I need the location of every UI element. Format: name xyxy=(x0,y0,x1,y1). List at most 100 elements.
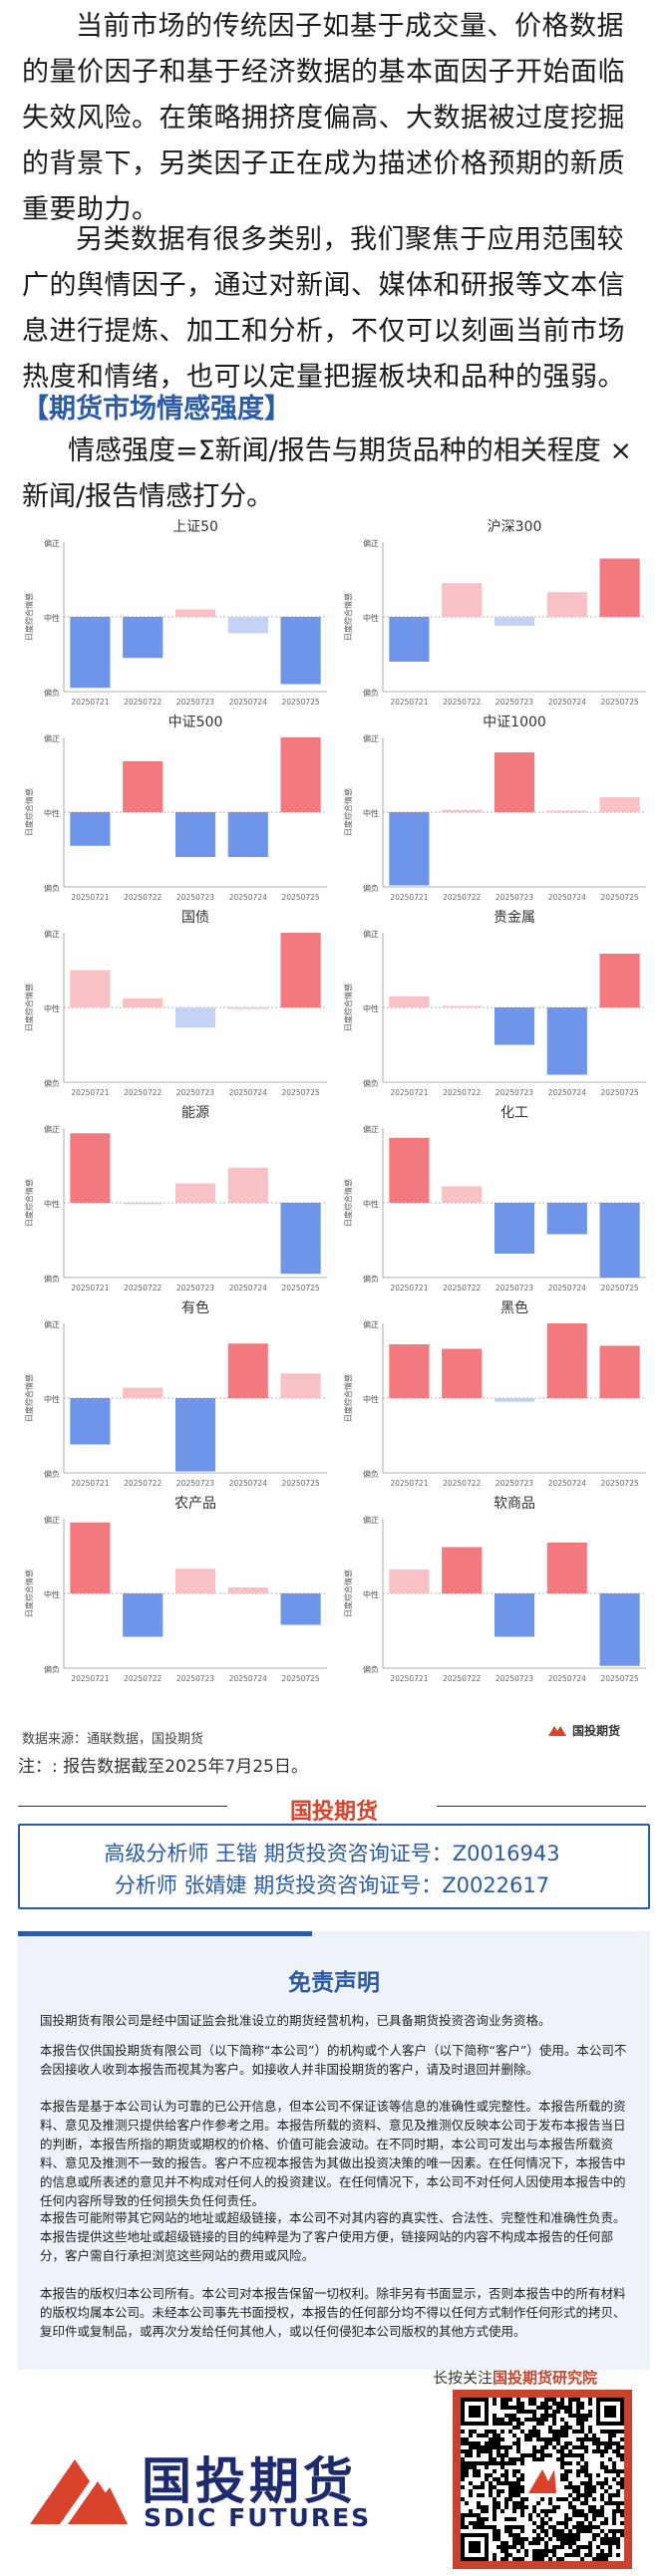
y-tick-label: 中性 xyxy=(363,1199,379,1209)
x-tick-label: 20250722 xyxy=(124,698,162,707)
qr-pattern-icon xyxy=(461,2398,624,2561)
x-tick-label: 20250722 xyxy=(124,1088,162,1097)
x-tick-label: 20250725 xyxy=(282,1284,320,1292)
bar-20250725 xyxy=(280,933,321,1007)
y-tick-label: 偏负 xyxy=(44,1274,60,1284)
qr-code[interactable] xyxy=(453,2390,632,2569)
x-tick-label: 20250724 xyxy=(229,1674,267,1683)
x-tick-label: 20250724 xyxy=(548,1479,586,1488)
bar-20250721 xyxy=(389,1344,430,1398)
x-tick-label: 20250722 xyxy=(124,1674,162,1683)
x-tick-label: 20250723 xyxy=(176,698,214,707)
x-tick-label: 20250723 xyxy=(176,1479,214,1488)
y-tick-label: 偏正 xyxy=(363,929,379,939)
x-tick-label: 20250721 xyxy=(390,1088,428,1097)
x-tick-label: 20250722 xyxy=(443,1088,481,1097)
follow-text: 长按关注国投期货研究院 xyxy=(433,2367,597,2388)
y-axis-label: 日度综合情感 xyxy=(343,788,353,836)
chart-title: 沪深300 xyxy=(488,519,542,535)
y-axis-label: 日度综合情感 xyxy=(343,1179,353,1227)
bar-20250722 xyxy=(123,761,164,812)
bar-20250725 xyxy=(599,954,640,1007)
y-tick-label: 偏正 xyxy=(363,538,379,548)
chart-3: 中证500 偏正 中性 偏负 日度综合情感 20250721 20250722 2025072… xyxy=(18,712,335,909)
bar-20250722 xyxy=(442,1547,483,1593)
y-tick-label: 偏负 xyxy=(363,1274,379,1284)
analyst-1: 高级分析师 王锴 期货投资咨询证号：Z0016943 xyxy=(104,1842,560,1865)
chart-title: 黑色 xyxy=(501,1299,528,1316)
x-tick-label: 20250725 xyxy=(282,1088,320,1097)
chart-title: 贵金属 xyxy=(494,910,535,926)
disclaimer-title: 免责声明 xyxy=(288,1970,380,1996)
chart-title: 软商品 xyxy=(494,1496,535,1512)
divider-left xyxy=(18,1806,227,1807)
x-tick-label: 20250721 xyxy=(390,893,428,902)
x-tick-label: 20250721 xyxy=(390,698,428,707)
x-tick-label: 20250723 xyxy=(496,1088,533,1097)
follow-name: 国投期货研究院 xyxy=(493,2369,598,2387)
chart-4: 中证1000 偏正 中性 偏负 日度综合情感 20250721 20250722 202507… xyxy=(337,712,654,909)
data-source: 数据来源：通联数据，国投期货 xyxy=(22,1732,204,1747)
bar-20250725 xyxy=(280,617,321,685)
bar-20250725 xyxy=(599,1345,640,1398)
x-tick-label: 20250723 xyxy=(496,1674,533,1683)
x-tick-label: 20250722 xyxy=(443,1674,481,1683)
disclaimer-p4: 本报告可能附带其它网站的地址或超级链接，本公司不对其内容的真实性、合法性、完整性… xyxy=(40,2210,626,2263)
bar-20250724 xyxy=(546,1203,587,1235)
y-axis-label: 日度综合情感 xyxy=(24,593,34,641)
x-tick-label: 20250721 xyxy=(71,1284,109,1292)
x-tick-label: 20250722 xyxy=(443,1284,481,1292)
y-tick-label: 偏负 xyxy=(44,1078,60,1088)
bar-20250725 xyxy=(599,1203,640,1278)
sdic-logo: 国投期货 SDIC FUTURES xyxy=(20,2439,439,2539)
y-tick-label: 中性 xyxy=(44,1003,60,1013)
chart-title: 农产品 xyxy=(174,1496,216,1512)
sdic-mark-icon xyxy=(548,1725,566,1736)
bar-20250724 xyxy=(546,1007,587,1075)
y-axis-label: 日度综合情感 xyxy=(343,593,353,641)
y-tick-label: 中性 xyxy=(363,1394,379,1404)
bar-20250721 xyxy=(70,617,111,689)
chart-title: 能源 xyxy=(181,1105,209,1121)
chart-12: 软商品 偏正 中性 偏负 日度综合情感 20250721 20250722 20250723 2… xyxy=(337,1493,654,1690)
disclaimer-p5: 本报告的版权归本公司所有。本公司对本报告保留一切权利。除非另有书面显示，否则本报… xyxy=(40,2286,626,2339)
y-axis-label: 日度综合情感 xyxy=(24,788,34,836)
chart-title: 国债 xyxy=(181,910,209,926)
chart-8: 化工 偏正 中性 偏负 日度综合情感 20250721 20250722 20250723 20… xyxy=(337,1102,654,1299)
y-tick-label: 偏负 xyxy=(363,883,379,893)
x-tick-label: 20250723 xyxy=(496,1479,533,1488)
bar-20250725 xyxy=(280,1593,321,1625)
x-tick-label: 20250721 xyxy=(71,1479,109,1488)
y-tick-label: 中性 xyxy=(363,1589,379,1599)
report-note: 注：: 报告数据截至2025年7月25日。 xyxy=(18,1757,308,1777)
y-tick-label: 中性 xyxy=(363,613,379,623)
chart-11: 农产品 偏正 中性 偏负 日度综合情感 20250721 20250722 20250723 2… xyxy=(18,1493,335,1690)
x-tick-label: 20250724 xyxy=(229,698,267,707)
section-title: 【期货市场情感强度】 xyxy=(22,394,291,425)
bar-20250723 xyxy=(494,1593,535,1637)
y-tick-label: 偏正 xyxy=(363,1515,379,1525)
bar-20250724 xyxy=(227,1007,268,1009)
chart-title: 有色 xyxy=(181,1299,209,1316)
chart-title: 化工 xyxy=(501,1105,528,1121)
x-tick-label: 20250722 xyxy=(443,1479,481,1488)
y-tick-label: 中性 xyxy=(363,1003,379,1013)
bar-20250724 xyxy=(227,1587,268,1593)
y-tick-label: 偏正 xyxy=(44,538,60,548)
x-tick-label: 20250722 xyxy=(443,893,481,902)
bar-20250721 xyxy=(389,812,430,886)
x-tick-label: 20250722 xyxy=(124,1284,162,1292)
y-axis-label: 日度综合情感 xyxy=(24,1179,34,1227)
x-tick-label: 20250724 xyxy=(229,1479,267,1488)
bar-20250723 xyxy=(174,609,216,617)
y-tick-label: 偏正 xyxy=(44,733,60,743)
x-tick-label: 20250723 xyxy=(496,698,533,707)
y-axis-label: 日度综合情感 xyxy=(24,1570,34,1617)
x-tick-label: 20250725 xyxy=(601,1284,639,1292)
x-tick-label: 20250724 xyxy=(548,893,586,902)
